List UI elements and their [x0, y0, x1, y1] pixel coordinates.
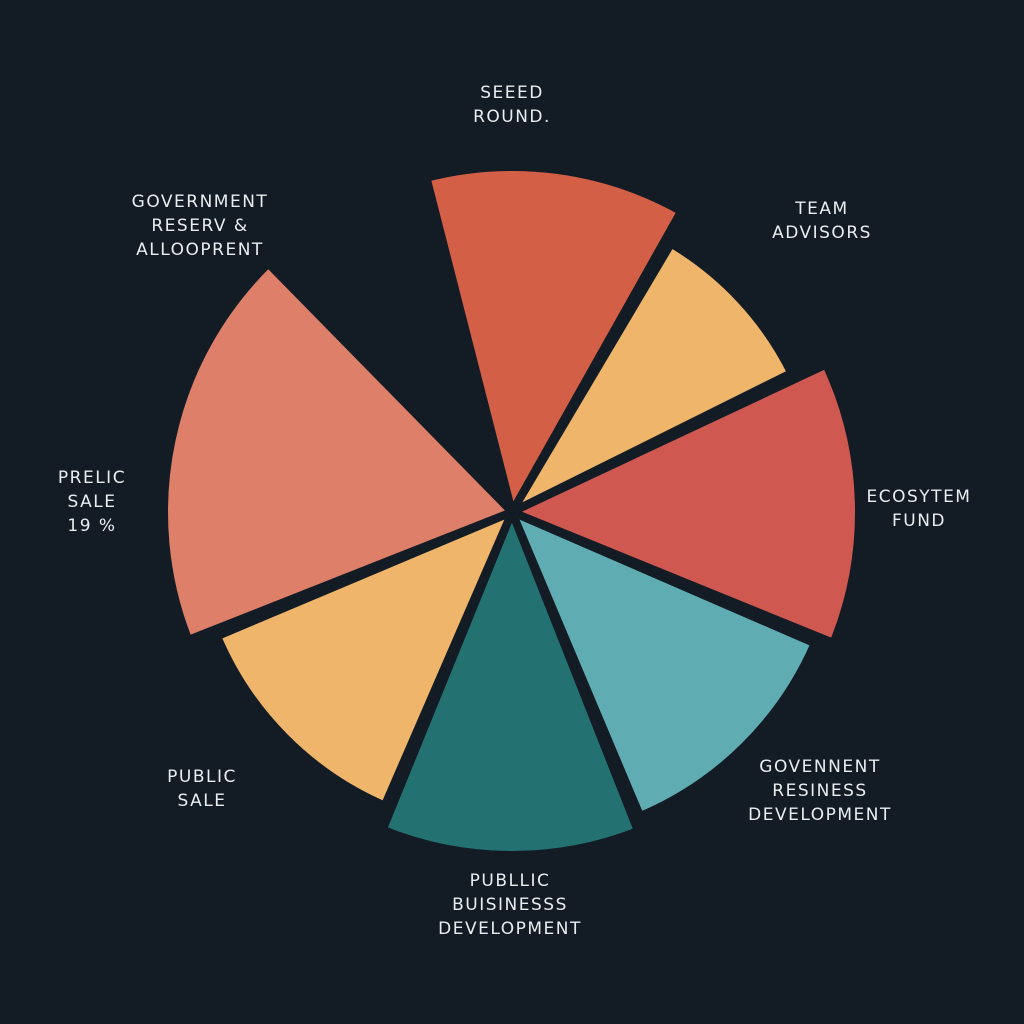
slice-label-line: SEEED	[480, 83, 544, 103]
slice-label: PUBLIC SALE	[167, 767, 237, 811]
slice-label-line: ECOSYTEM	[867, 487, 972, 507]
slice-label-line: FUND	[892, 511, 946, 531]
slice-label-line: RESERV &	[151, 216, 248, 236]
slice-label-line: TEAM	[794, 199, 848, 219]
slice-label-line: SALE	[68, 492, 117, 512]
pie-slice	[160, 259, 516, 644]
slice-label: ECOSYTEM FUND	[867, 487, 972, 531]
slice-label: GOVENNENT RESINESS DEVELOPMENT	[748, 757, 892, 825]
pie-slice	[508, 239, 796, 516]
slice-label-line: ROUND.	[473, 107, 551, 127]
slice-label-line: SALE	[178, 791, 227, 811]
slice-label-line: GOVENNENT	[759, 757, 880, 777]
slice-label: SEEED ROUND.	[473, 83, 551, 127]
pie-slice	[422, 162, 686, 516]
slice-label: TEAM ADVISORS	[772, 199, 872, 243]
slice-label-line: ADVISORS	[772, 223, 872, 243]
pie-slice	[508, 360, 863, 647]
pie-slices	[160, 162, 863, 859]
slice-label-line: PUBLLIC	[470, 871, 551, 891]
slice-label-line: ALLOOPRENT	[136, 240, 264, 260]
slice-label-line: DEVELOPMENT	[438, 919, 582, 939]
slice-label-line: PUBLIC	[167, 767, 237, 787]
slice-label-line: 19 %	[67, 516, 116, 536]
slice-label-line: GOVERNMENT	[132, 192, 269, 212]
slice-label-line: RESINESS	[772, 781, 867, 801]
pie-slice	[378, 508, 642, 859]
slice-label-line: DEVELOPMENT	[748, 805, 892, 825]
slice-label: PRELIC SALE 19 %	[58, 468, 126, 536]
pie-slice	[508, 508, 819, 821]
pie-labels: SEEED ROUND. TEAM ADVISORS ECOSYTEM FUND GOVEN…	[58, 83, 972, 939]
slice-label-line: BUISINESSS	[452, 895, 568, 915]
pie-slice	[213, 508, 516, 810]
slice-label: PUBLLIC BUISINESSS DEVELOPMENT	[438, 871, 582, 939]
slice-label: GOVERNMENT RESERV & ALLOOPRENT	[132, 192, 269, 260]
slice-label-line: PRELIC	[58, 468, 126, 488]
